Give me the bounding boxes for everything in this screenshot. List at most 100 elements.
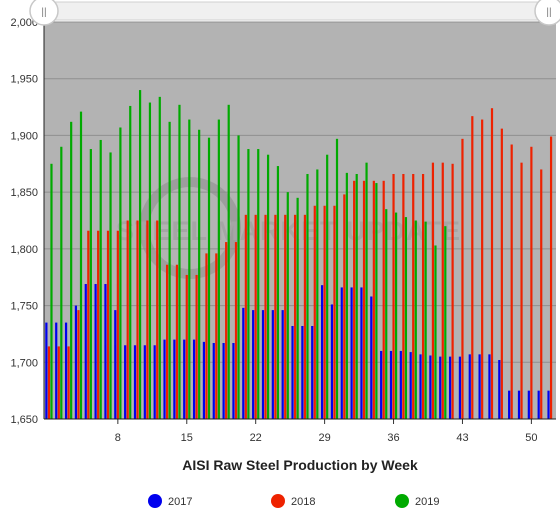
bar-2018-week-49[interactable] [520,162,523,419]
bar-2018-week-14[interactable] [175,264,179,419]
bar-2017-week-47[interactable] [498,360,501,419]
bar-2017-week-3[interactable] [64,322,68,419]
bar-2018-week-44[interactable] [471,116,474,419]
navigator-track[interactable] [43,1,557,21]
bar-2018-week-18[interactable] [215,253,218,419]
bar-2019-week-3[interactable] [70,121,73,420]
bar-2018-week-23[interactable] [264,214,267,419]
bar-2018-week-43[interactable] [461,138,464,419]
bar-2017-week-10[interactable] [133,345,137,419]
bar-2017-week-43[interactable] [458,356,462,419]
bar-2019-week-31[interactable] [345,172,348,419]
bar-2017-week-19[interactable] [222,343,225,419]
bar-2017-week-26[interactable] [291,325,294,419]
bar-2017-week-46[interactable] [488,354,491,419]
bar-2019-week-19[interactable] [227,104,230,419]
bar-2018-week-21[interactable] [244,214,247,419]
bar-2018-week-25[interactable] [284,214,287,419]
bar-2018-week-40[interactable] [431,162,435,419]
bar-2019-week-20[interactable] [237,135,240,419]
bar-2018-week-8[interactable] [116,230,119,419]
bar-2019-week-12[interactable] [158,96,161,419]
bar-2017-week-49[interactable] [517,390,521,419]
bar-2018-week-28[interactable] [313,205,316,419]
bar-2017-week-6[interactable] [94,284,97,419]
bar-2019-week-36[interactable] [394,212,398,419]
bar-2018-week-34[interactable] [372,180,375,419]
bar-2018-week-13[interactable] [165,264,169,419]
bar-2018-week-15[interactable] [185,274,188,419]
bar-2018-week-42[interactable] [451,163,454,419]
bar-2017-week-36[interactable] [389,350,393,419]
bar-2017-week-42[interactable] [448,356,452,419]
bar-2019-week-32[interactable] [355,173,358,419]
bar-2019-week-25[interactable] [286,192,289,419]
bar-2019-week-9[interactable] [129,105,132,420]
bar-2018-week-48[interactable] [510,144,513,419]
bar-2018-week-50[interactable] [530,146,533,419]
bar-2019-week-40[interactable] [434,245,437,419]
bar-2018-week-45[interactable] [481,119,484,419]
bar-2019-week-15[interactable] [188,119,191,419]
legend-item-2018[interactable]: 2018 [271,494,315,508]
bar-2017-week-16[interactable] [192,339,196,419]
bar-2017-week-24[interactable] [271,310,274,419]
bar-2019-week-14[interactable] [178,104,181,419]
bar-2018-week-5[interactable] [87,230,90,419]
bar-2018-week-4[interactable] [77,310,80,419]
bar-2018-week-9[interactable] [126,220,129,420]
bar-2017-week-45[interactable] [478,354,481,419]
bar-2017-week-34[interactable] [370,296,373,419]
bar-2017-week-15[interactable] [183,339,186,419]
bar-2017-week-14[interactable] [173,339,176,419]
bar-2017-week-12[interactable] [153,345,156,419]
bar-2018-week-7[interactable] [106,230,110,419]
bar-2018-week-33[interactable] [362,180,366,419]
bar-2017-week-18[interactable] [212,343,215,419]
bar-2018-week-52[interactable] [549,136,553,419]
bar-2017-week-35[interactable] [380,350,383,419]
bar-2017-week-11[interactable] [143,345,146,419]
bar-2019-week-10[interactable] [138,90,142,420]
bar-2018-week-27[interactable] [303,214,307,419]
bar-2018-week-17[interactable] [205,253,208,419]
bar-2018-week-12[interactable] [156,220,159,420]
bar-2018-week-38[interactable] [412,173,415,419]
bar-2018-week-24[interactable] [274,214,277,419]
bar-2018-week-30[interactable] [333,205,336,419]
bar-2017-week-25[interactable] [281,310,284,419]
bar-2017-week-5[interactable] [84,284,87,419]
bar-2017-week-13[interactable] [163,339,166,419]
bar-2018-week-1[interactable] [47,346,51,419]
bar-2019-week-1[interactable] [50,163,53,419]
bar-2017-week-8[interactable] [114,310,117,419]
bar-2019-week-7[interactable] [109,152,112,419]
bar-2017-week-50[interactable] [527,390,530,419]
bar-2018-week-3[interactable] [67,346,70,419]
legend-item-2017[interactable]: 2017 [148,494,192,508]
bar-2019-week-39[interactable] [424,221,427,419]
bar-2017-week-40[interactable] [429,355,432,419]
bar-2019-week-21[interactable] [247,149,250,420]
navigator-right-handle[interactable]: || [534,0,560,26]
bar-2017-week-27[interactable] [301,325,304,419]
bar-2018-week-29[interactable] [323,205,326,419]
bar-2017-week-44[interactable] [468,354,471,419]
bar-2019-week-29[interactable] [326,154,329,419]
bar-2018-week-35[interactable] [382,180,385,419]
bar-2019-week-41[interactable] [444,226,447,419]
bar-2017-week-37[interactable] [399,350,402,419]
bar-2019-week-4[interactable] [79,111,83,419]
bar-2019-week-6[interactable] [99,139,102,420]
bar-2018-week-36[interactable] [392,173,395,419]
navigator-left-handle[interactable]: || [29,0,59,26]
bar-2019-week-34[interactable] [375,183,378,419]
bar-2017-week-33[interactable] [360,287,363,419]
bar-2019-week-38[interactable] [414,220,417,420]
bar-2017-week-28[interactable] [311,325,314,419]
bar-2019-week-13[interactable] [168,121,171,420]
bar-2018-week-39[interactable] [421,173,425,419]
bar-2019-week-5[interactable] [89,149,92,420]
bar-2019-week-37[interactable] [404,217,408,419]
bar-2017-week-39[interactable] [419,354,422,419]
